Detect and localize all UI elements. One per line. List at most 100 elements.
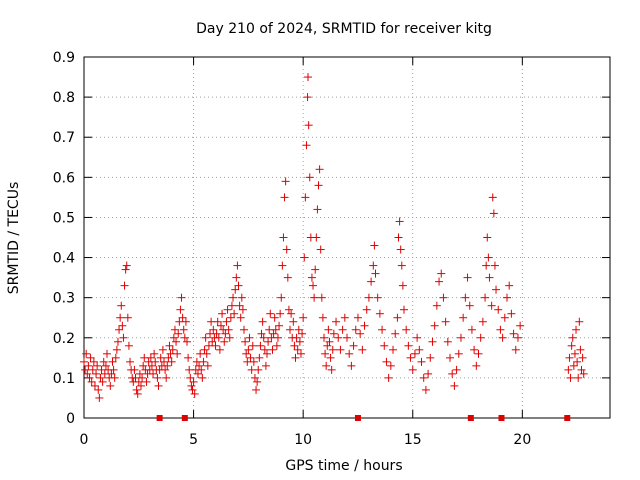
data-point [181, 317, 190, 326]
data-point [396, 245, 405, 254]
data-point [273, 333, 282, 342]
data-point [398, 281, 407, 290]
data-point [136, 381, 145, 390]
data-point [133, 389, 142, 398]
data-point [370, 241, 379, 250]
data-point [138, 373, 147, 382]
data-point [309, 281, 318, 290]
data-point [90, 381, 99, 390]
data-point [294, 325, 303, 334]
data-point [260, 345, 269, 354]
data-point [168, 345, 177, 354]
data-point [139, 361, 148, 370]
flag-marker [498, 415, 505, 421]
data-point [424, 369, 433, 378]
data-point [402, 325, 411, 334]
x-tick-label: 5 [189, 432, 198, 448]
data-point [329, 329, 338, 338]
data-point [197, 365, 206, 374]
data-point [130, 365, 139, 374]
data-point [271, 325, 280, 334]
data-point [203, 361, 212, 370]
x-tick-label: 0 [80, 432, 89, 448]
data-point [245, 333, 254, 342]
data-point [86, 353, 95, 362]
data-point [84, 361, 93, 370]
data-point [441, 317, 450, 326]
data-point [173, 349, 182, 358]
data-point [223, 305, 232, 314]
data-point [89, 357, 98, 366]
data-point [121, 265, 130, 274]
data-point [394, 233, 403, 242]
data-point [454, 349, 463, 358]
y-tick-label: 0.6 [53, 170, 75, 186]
data-point [513, 333, 522, 342]
data-point [578, 353, 587, 362]
data-point [199, 357, 208, 366]
data-point [237, 293, 246, 302]
data-point [489, 209, 498, 218]
data-point [186, 373, 195, 382]
y-tick-label: 0.4 [53, 251, 75, 267]
data-point [485, 273, 494, 282]
data-point [465, 301, 474, 310]
data-point [264, 337, 273, 346]
y-tick-label: 0.5 [53, 210, 75, 226]
chart-title: Day 210 of 2024, SRMTID for receiver kit… [196, 21, 492, 37]
data-point [162, 373, 171, 382]
data-point [169, 333, 178, 342]
data-point [81, 365, 90, 374]
data-point [190, 389, 199, 398]
data-point [338, 325, 347, 334]
data-point [92, 369, 101, 378]
data-point [189, 377, 198, 386]
data-point [393, 313, 402, 322]
data-point [567, 341, 576, 350]
data-point [446, 353, 455, 362]
data-point [212, 329, 221, 338]
data-point [575, 317, 584, 326]
data-point [340, 313, 349, 322]
data-point [347, 361, 356, 370]
data-point [161, 365, 170, 374]
data-point [88, 365, 97, 374]
data-point [249, 357, 258, 366]
data-point [483, 233, 492, 242]
data-point [98, 377, 107, 386]
data-point [158, 345, 167, 354]
data-point [298, 329, 307, 338]
data-point [216, 321, 225, 330]
data-point [187, 381, 196, 390]
data-point [478, 317, 487, 326]
x-tick-label: 20 [513, 432, 531, 448]
data-point [397, 261, 406, 270]
data-point [122, 261, 131, 270]
data-point [82, 349, 91, 358]
data-point [115, 325, 124, 334]
data-point [236, 313, 245, 322]
data-point [135, 369, 144, 378]
data-point [378, 325, 387, 334]
data-point [362, 305, 371, 314]
data-point [257, 329, 266, 338]
data-point [93, 361, 102, 370]
data-point [291, 353, 300, 362]
data-point [101, 361, 110, 370]
data-point [272, 341, 281, 350]
data-point [159, 357, 168, 366]
data-point [404, 341, 413, 350]
data-point [570, 349, 579, 358]
data-point [116, 313, 125, 322]
data-point [428, 337, 437, 346]
data-point [269, 329, 278, 338]
data-point [110, 373, 119, 382]
data-point [87, 377, 96, 386]
data-point [566, 373, 575, 382]
data-point [126, 357, 135, 366]
data-point [430, 321, 439, 330]
grid-lines [84, 57, 610, 418]
data-point [448, 369, 457, 378]
data-point [226, 313, 235, 322]
